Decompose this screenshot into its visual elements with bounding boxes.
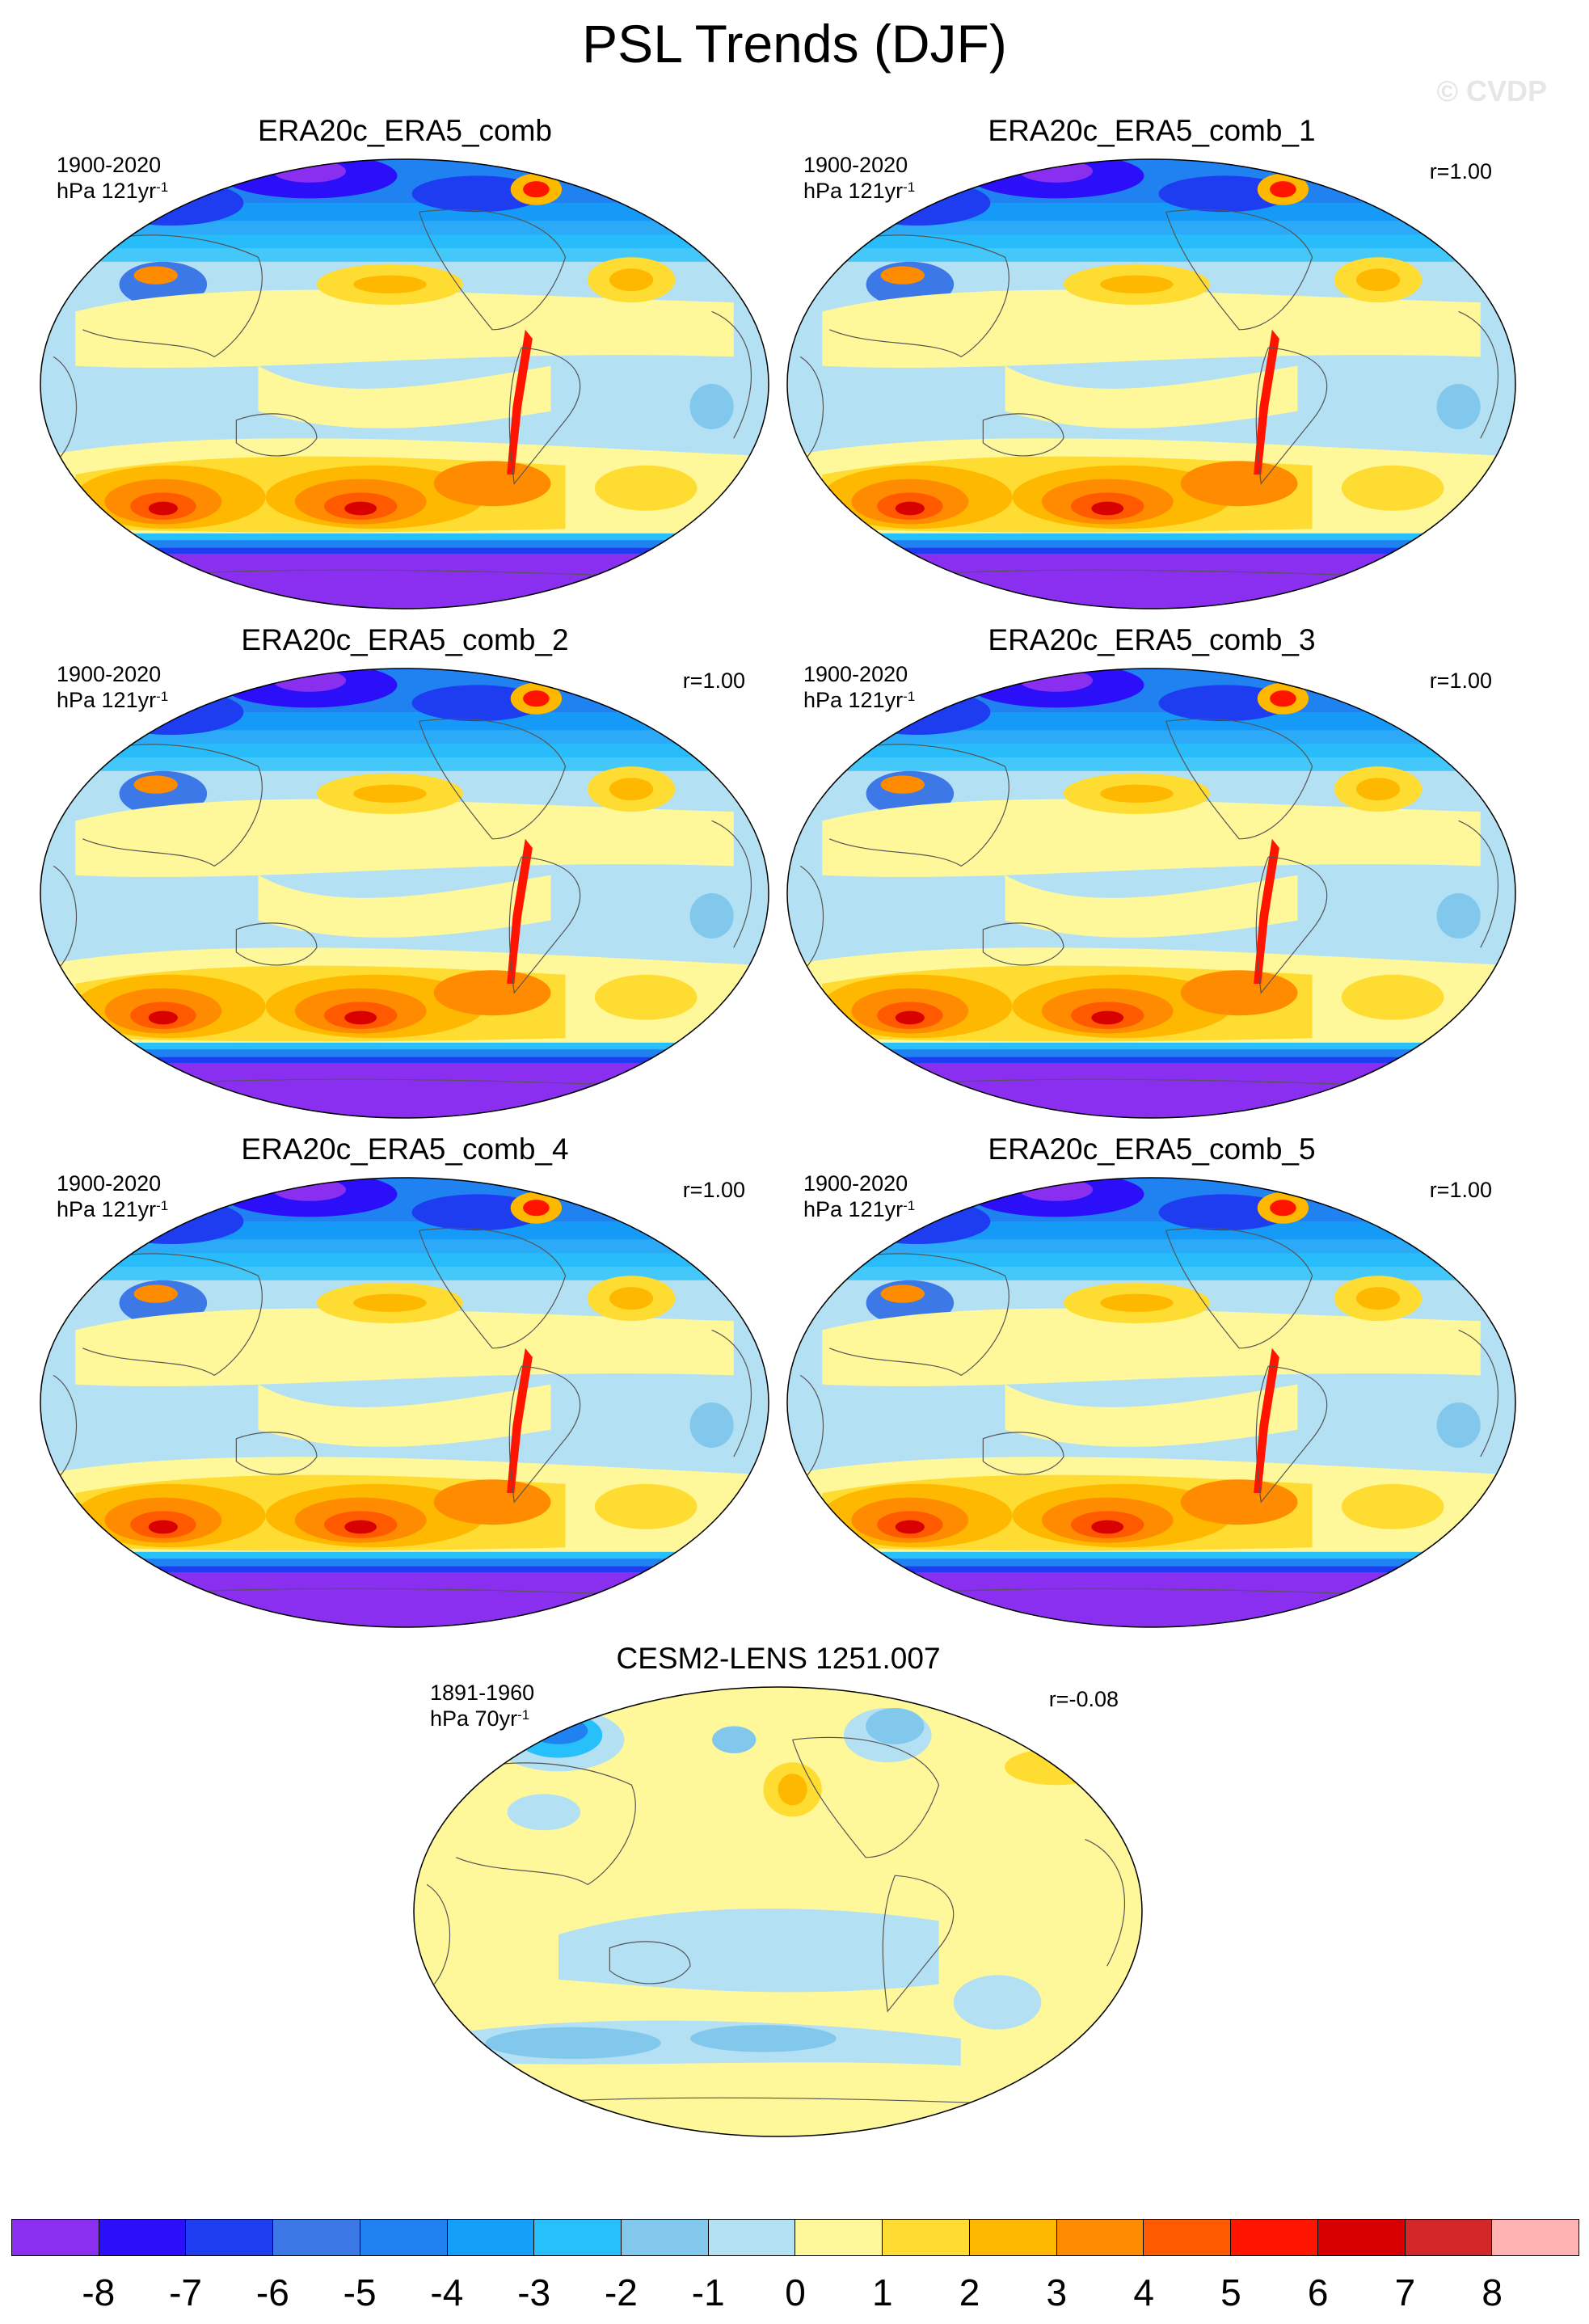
map-panel: ERA20c_ERA5_comb_3 1900-2020 hPa 121yr-1 r=… xyxy=(779,622,1524,1120)
map-plot xyxy=(40,158,769,609)
colorbar-label: -1 xyxy=(691,2271,725,2313)
colorbar-label: -4 xyxy=(430,2271,464,2313)
panel-title: ERA20c_ERA5_comb_5 xyxy=(988,1132,1316,1166)
map-plot xyxy=(786,158,1516,609)
map-panel: ERA20c_ERA5_comb_5 1900-2020 hPa 121yr-1 r=… xyxy=(779,1132,1524,1629)
colorbar-box xyxy=(708,2220,796,2255)
panel-units: hPa 121yr-1 xyxy=(803,179,916,203)
panel-correlation: r=1.00 xyxy=(1429,669,1492,693)
panel-correlation: r=1.00 xyxy=(682,669,745,693)
colorbar xyxy=(11,2219,1579,2256)
map-plot xyxy=(40,668,769,1119)
map-border xyxy=(413,1686,1143,2137)
units-exponent: -1 xyxy=(517,1707,530,1723)
colorbar-label: 8 xyxy=(1482,2271,1503,2313)
figure-title: PSL Trends (DJF) xyxy=(582,14,1007,74)
panel-title: ERA20c_ERA5_comb xyxy=(257,114,553,147)
colorbar-label: 1 xyxy=(871,2271,893,2313)
colorbar-label: 4 xyxy=(1133,2271,1154,2313)
colorbar-box xyxy=(12,2220,99,2255)
units-exponent: -1 xyxy=(903,1198,916,1213)
panel-title: CESM2-LENS 1251.007 xyxy=(616,1642,941,1675)
colorbar-box xyxy=(99,2220,187,2255)
colorbar-box xyxy=(1231,2220,1318,2255)
panel-period: 1900-2020 xyxy=(803,662,908,686)
colorbar-label: -3 xyxy=(517,2271,551,2313)
colorbar-label: -6 xyxy=(255,2271,289,2313)
map-border xyxy=(40,158,769,609)
map-border xyxy=(40,1177,769,1628)
map-border xyxy=(786,668,1516,1119)
map-field xyxy=(787,1178,1515,1627)
map-field xyxy=(787,159,1515,609)
colorbar-box xyxy=(1144,2220,1232,2255)
panel-correlation: r=-0.08 xyxy=(1048,1687,1119,1711)
colorbar-box xyxy=(795,2220,883,2255)
map-panel: ERA20c_ERA5_comb_1 1900-2020 hPa 121yr-1 r=… xyxy=(779,113,1524,610)
panel-units: hPa 121yr-1 xyxy=(57,1197,169,1221)
units-exponent: -1 xyxy=(156,1198,169,1213)
units-exponent: -1 xyxy=(156,689,169,704)
colorbar-label: -8 xyxy=(82,2271,116,2313)
colorbar-label: 0 xyxy=(785,2271,806,2313)
map-field xyxy=(414,1687,1142,2136)
colorbar-box xyxy=(883,2220,970,2255)
colorbar-box xyxy=(273,2220,360,2255)
map-plot xyxy=(413,1686,1143,2137)
map-border xyxy=(786,158,1516,609)
colorbar-label: -5 xyxy=(343,2271,377,2313)
map-plot xyxy=(40,1177,769,1628)
map-border xyxy=(786,1177,1516,1628)
panel-correlation: r=1.00 xyxy=(1429,159,1492,183)
colorbar-box xyxy=(534,2220,622,2255)
panel-title: ERA20c_ERA5_comb_3 xyxy=(988,623,1316,656)
panel-title: ERA20c_ERA5_comb_1 xyxy=(988,114,1316,147)
colorbar-label: 7 xyxy=(1394,2271,1416,2313)
panel-correlation: r=1.00 xyxy=(1429,1178,1492,1202)
panel-units: hPa 121yr-1 xyxy=(803,688,916,712)
colorbar-label: 2 xyxy=(959,2271,980,2313)
map-panel: ERA20c_ERA5_comb_4 1900-2020 hPa 121yr-1 r=… xyxy=(32,1132,778,1629)
colorbar-box xyxy=(360,2220,448,2255)
units-exponent: -1 xyxy=(156,179,169,195)
panel-correlation: r=1.00 xyxy=(682,1178,745,1202)
map-field xyxy=(40,669,769,1118)
map-panel: ERA20c_ERA5_comb 1900-2020 hPa 121yr-1 xyxy=(32,113,778,610)
panel-units: hPa 121yr-1 xyxy=(57,179,169,203)
colorbar-labels: -8 -7 -6 -5 -4 -3 -2 -1 0 1 2 3 4 5 6 7 8 xyxy=(0,2270,1589,2318)
panel-period: 1891-1960 xyxy=(430,1681,535,1705)
map-border xyxy=(40,668,769,1119)
panel-period: 1900-2020 xyxy=(57,1171,162,1196)
panel-period: 1900-2020 xyxy=(57,153,162,177)
units-exponent: -1 xyxy=(903,689,916,704)
panel-units: hPa 70yr-1 xyxy=(430,1706,530,1731)
colorbar-box xyxy=(1056,2220,1144,2255)
panel-period: 1900-2020 xyxy=(803,153,908,177)
watermark: © CVDP xyxy=(1436,74,1547,108)
colorbar-label: 5 xyxy=(1220,2271,1241,2313)
panel-title: ERA20c_ERA5_comb_2 xyxy=(241,623,569,656)
panel-title: ERA20c_ERA5_comb_4 xyxy=(241,1132,569,1166)
colorbar-box xyxy=(447,2220,535,2255)
colorbar-box xyxy=(1317,2220,1406,2255)
colorbar-label: -2 xyxy=(604,2271,638,2313)
panel-period: 1900-2020 xyxy=(57,662,162,686)
map-plot xyxy=(786,1177,1516,1628)
colorbar-box xyxy=(622,2220,709,2255)
map-panel: CESM2-LENS 1251.007 1891-1960 hPa 70yr-1 r=… xyxy=(406,1641,1151,2138)
map-plot xyxy=(786,668,1516,1119)
panel-units: hPa 121yr-1 xyxy=(57,688,169,712)
colorbar-box xyxy=(1405,2220,1493,2255)
panel-units: hPa 121yr-1 xyxy=(803,1197,916,1221)
colorbar-label: -7 xyxy=(169,2271,202,2313)
colorbar-box xyxy=(969,2220,1057,2255)
colorbar-label: 6 xyxy=(1307,2271,1329,2313)
units-exponent: -1 xyxy=(903,179,916,195)
colorbar-label: 3 xyxy=(1046,2271,1068,2313)
colorbar-box xyxy=(186,2220,274,2255)
colorbar-box xyxy=(1492,2220,1578,2255)
panel-period: 1900-2020 xyxy=(803,1171,908,1196)
map-panel: ERA20c_ERA5_comb_2 1900-2020 hPa 121yr-1 r=… xyxy=(32,622,778,1120)
